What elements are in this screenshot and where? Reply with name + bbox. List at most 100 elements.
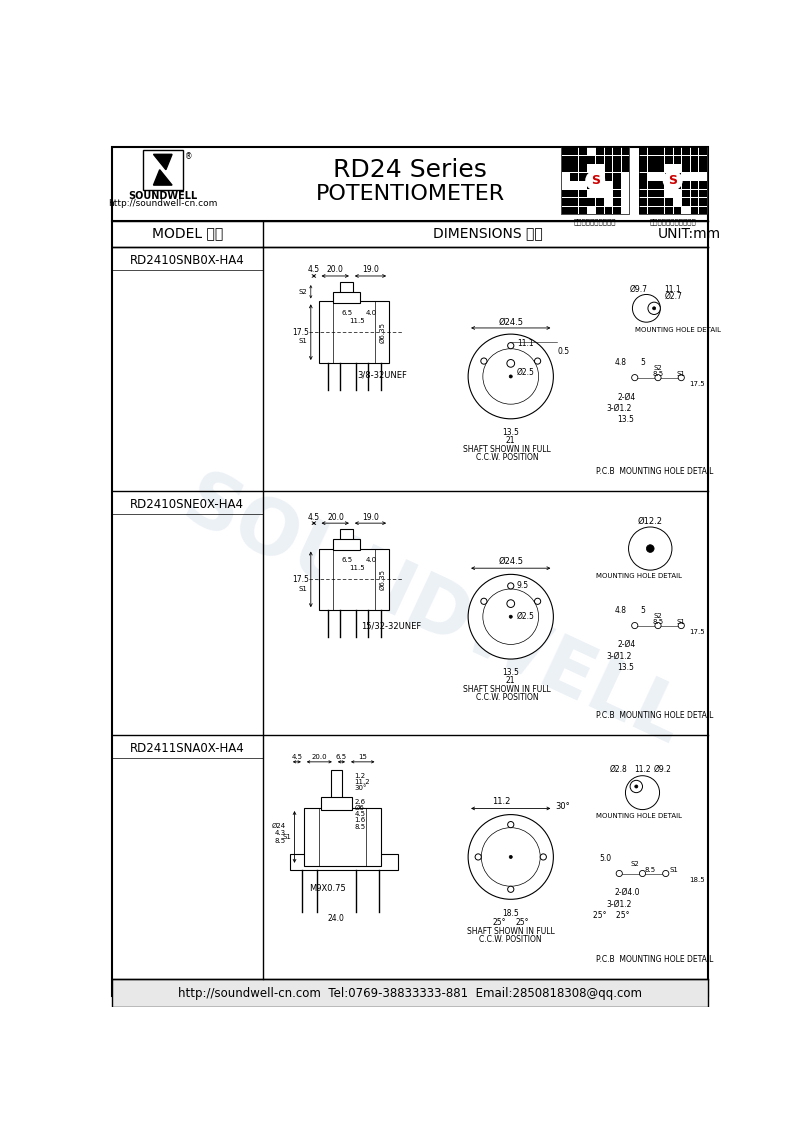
Bar (674, 156, 682, 163)
Text: 19.0: 19.0 (362, 265, 379, 274)
Text: RD2411SNA0X-HA4: RD2411SNA0X-HA4 (130, 743, 245, 755)
Bar (648, 190, 656, 197)
Bar (321, 797, 352, 809)
Text: 11.2: 11.2 (492, 797, 510, 806)
Text: S2: S2 (299, 289, 308, 295)
Circle shape (483, 589, 538, 644)
Bar (570, 147, 578, 155)
Text: 4.5: 4.5 (291, 754, 302, 761)
Circle shape (646, 544, 654, 552)
Bar (605, 207, 612, 214)
Bar (657, 207, 664, 214)
Bar (613, 173, 621, 180)
Circle shape (639, 871, 646, 876)
Text: 13.5: 13.5 (617, 663, 634, 672)
Bar (331, 770, 342, 808)
Text: S1: S1 (282, 834, 291, 840)
Bar (587, 173, 595, 180)
Text: S: S (590, 174, 600, 187)
Text: 2.6: 2.6 (354, 799, 366, 805)
Circle shape (509, 615, 512, 618)
Bar (613, 190, 621, 197)
Circle shape (648, 302, 660, 315)
Text: MOUNTING HOLE DETAIL: MOUNTING HOLE DETAIL (596, 573, 682, 578)
Text: 25°    25°: 25° 25° (594, 911, 630, 920)
Bar (570, 156, 578, 163)
Circle shape (501, 367, 521, 386)
Text: 21: 21 (506, 436, 515, 445)
Bar (562, 147, 570, 155)
Text: M9X0.75: M9X0.75 (309, 884, 346, 893)
Bar (699, 147, 707, 155)
Text: 17.5: 17.5 (689, 380, 705, 387)
Text: 2-Ø4: 2-Ø4 (618, 641, 636, 650)
Bar (561, 147, 630, 214)
Text: 25°: 25° (516, 918, 529, 927)
Text: 3-Ø1.2: 3-Ø1.2 (606, 652, 632, 661)
Text: RD24 Series: RD24 Series (333, 158, 487, 182)
Text: Ø9.2: Ø9.2 (654, 765, 672, 774)
Bar (587, 181, 595, 189)
Text: MOUNTING HOLE DETAIL: MOUNTING HOLE DETAIL (596, 813, 682, 818)
Circle shape (482, 827, 540, 886)
Polygon shape (154, 154, 172, 170)
Bar (605, 173, 612, 180)
Circle shape (678, 623, 684, 628)
Bar (340, 530, 353, 549)
Text: C.C.W. POSITION: C.C.W. POSITION (475, 693, 538, 702)
Bar (699, 207, 707, 214)
Bar (613, 147, 621, 155)
Bar (665, 147, 673, 155)
Text: Ø9.7: Ø9.7 (630, 284, 648, 293)
Text: S1: S1 (677, 619, 686, 625)
Bar (562, 207, 570, 214)
Circle shape (655, 375, 661, 380)
Bar (657, 147, 664, 155)
Text: S1: S1 (299, 585, 308, 592)
Bar (613, 164, 621, 172)
Bar (699, 190, 707, 197)
Text: 9.5: 9.5 (517, 582, 529, 591)
Bar (674, 207, 682, 214)
Text: 升威官网，发现更多产品: 升威官网，发现更多产品 (650, 218, 696, 225)
Bar (639, 164, 647, 172)
Text: RD2410SNE0X-HA4: RD2410SNE0X-HA4 (130, 498, 244, 512)
Bar (682, 164, 690, 172)
Text: Ø12.2: Ø12.2 (638, 517, 662, 526)
Bar (665, 198, 673, 206)
Bar (690, 147, 698, 155)
Circle shape (632, 623, 638, 628)
Circle shape (653, 307, 656, 310)
Circle shape (630, 780, 642, 792)
Bar (682, 147, 690, 155)
Text: Ø2.7: Ø2.7 (664, 292, 682, 301)
Circle shape (508, 822, 514, 827)
Text: 17.5: 17.5 (689, 628, 705, 635)
Text: 15/32-32UNEF: 15/32-32UNEF (361, 621, 422, 631)
Text: 4.8: 4.8 (615, 358, 627, 367)
Bar (596, 147, 604, 155)
Bar (682, 198, 690, 206)
Bar (613, 198, 621, 206)
Circle shape (626, 775, 659, 809)
Text: S1: S1 (677, 371, 686, 377)
Circle shape (508, 343, 514, 349)
Bar (613, 156, 621, 163)
Bar (648, 181, 656, 189)
Text: SHAFT SHOWN IN FULL: SHAFT SHOWN IN FULL (463, 685, 550, 694)
Text: 6.5: 6.5 (342, 557, 353, 563)
Text: 15: 15 (358, 754, 367, 761)
Bar (333, 292, 360, 303)
Bar (639, 181, 647, 189)
Bar (596, 207, 604, 214)
Bar (690, 190, 698, 197)
Bar (639, 207, 647, 214)
Text: http://soundwell-cn.com: http://soundwell-cn.com (108, 199, 218, 208)
Text: 2-Ø4: 2-Ø4 (618, 393, 636, 402)
Text: http://soundwell-cn.com  Tel:0769-38833333-881  Email:2850818308@qq.com: http://soundwell-cn.com Tel:0769-3883333… (178, 987, 642, 1000)
Text: 11.2: 11.2 (634, 765, 651, 774)
Bar (622, 156, 630, 163)
Circle shape (509, 375, 512, 378)
Text: Ø24.5: Ø24.5 (498, 317, 523, 326)
Bar (699, 181, 707, 189)
